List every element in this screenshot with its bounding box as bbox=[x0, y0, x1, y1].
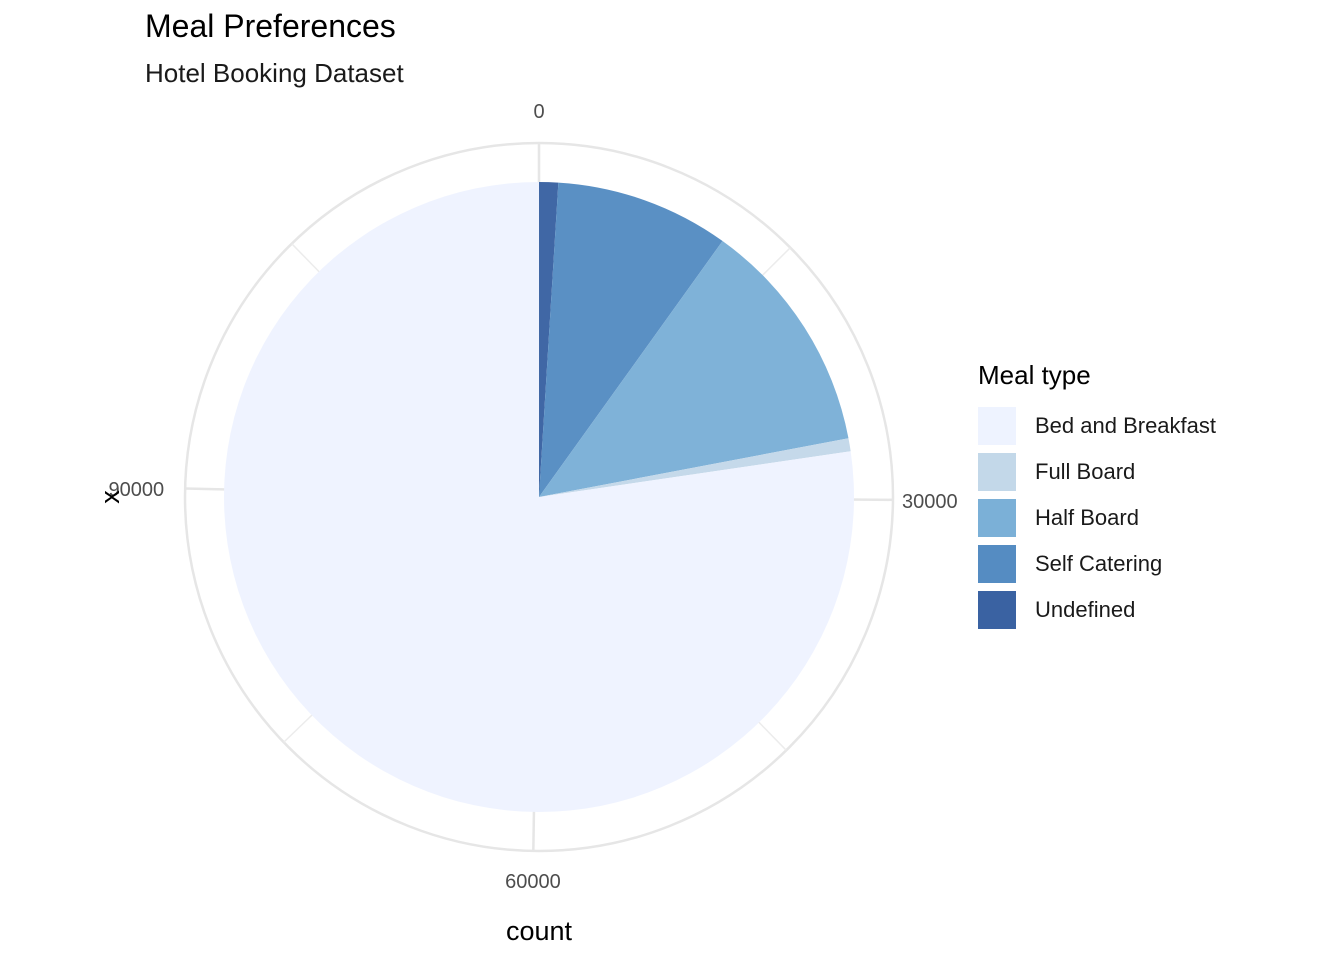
legend-item-self-catering: Self Catering bbox=[978, 541, 1216, 587]
axis-tick-label: 90000 bbox=[108, 479, 164, 501]
chart-subtitle: Hotel Booking Dataset bbox=[145, 58, 404, 88]
pie-slice-undefined bbox=[539, 182, 559, 497]
axis-tick-label: 60000 bbox=[505, 871, 561, 893]
y-axis-title: x bbox=[95, 490, 125, 504]
axis-tick-label: 30000 bbox=[902, 491, 958, 513]
legend-key bbox=[978, 407, 1016, 445]
legend-label: Undefined bbox=[1035, 597, 1136, 622]
axis-tick-label: 0 bbox=[533, 101, 544, 123]
pie-slice-self-catering bbox=[539, 182, 723, 497]
legend-key bbox=[978, 591, 1016, 629]
legend-key bbox=[978, 499, 1016, 537]
legend-item-bed-and-breakfast: Bed and Breakfast bbox=[978, 403, 1216, 449]
legend-item-full-board: Full Board bbox=[978, 449, 1216, 495]
legend-key bbox=[978, 545, 1016, 583]
x-axis-title: count bbox=[506, 916, 573, 946]
pie-slice-bed-and-breakfast bbox=[223, 182, 854, 812]
legend-item-half-board: Half Board bbox=[978, 495, 1216, 541]
legend-label: Bed and Breakfast bbox=[1035, 413, 1217, 438]
pie-slice-full-board bbox=[539, 438, 851, 497]
legend-label: Half Board bbox=[1035, 505, 1139, 530]
pie-slice-half-board bbox=[539, 240, 849, 497]
legend-item-undefined: Undefined bbox=[978, 587, 1216, 633]
chart-title: Meal Preferences bbox=[145, 8, 396, 44]
legend-label: Self Catering bbox=[1035, 551, 1163, 576]
legend-title: Meal type bbox=[978, 360, 1091, 390]
legend-label: Full Board bbox=[1035, 459, 1136, 484]
legend-key bbox=[978, 453, 1016, 491]
legend: Meal type Bed and Breakfast Full Board Hal… bbox=[978, 360, 1216, 633]
legend-items: Bed and Breakfast Full Board Half Board Sel… bbox=[978, 403, 1216, 633]
